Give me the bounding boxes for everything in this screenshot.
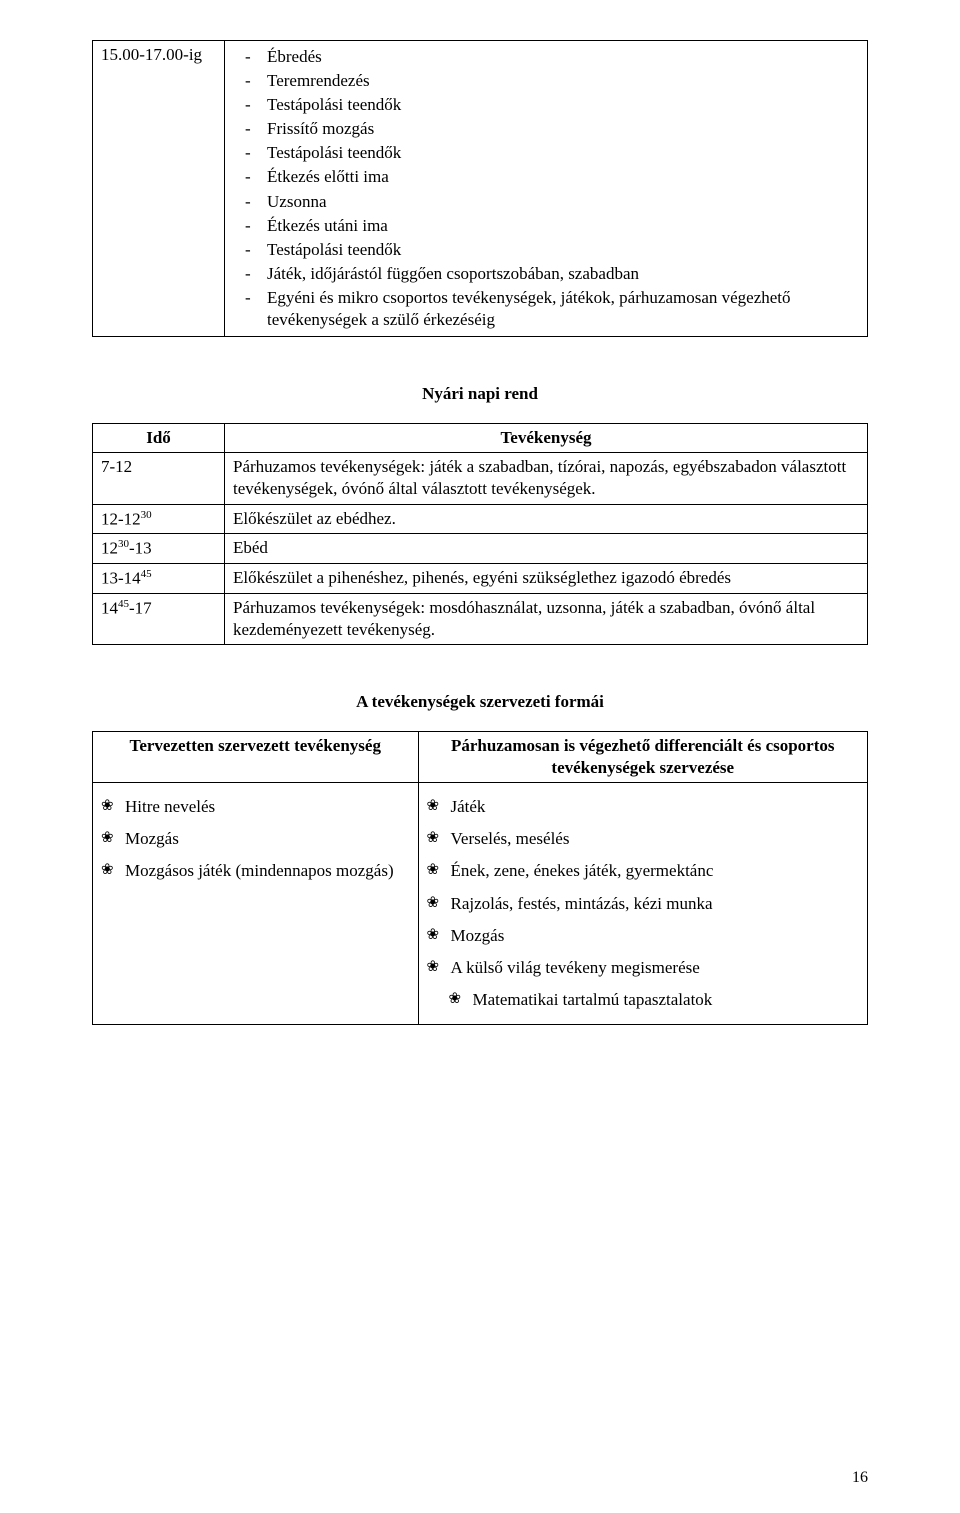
t2-text-cell: Párhuzamos tevékenységek: mosdóhasználat… (225, 593, 868, 644)
t3-head-left: Tervezetten szervezett tevékenység (93, 732, 419, 783)
t3-right-item: Játék (427, 796, 860, 818)
schedule-table-1: 15.00-17.00-ig ÉbredésTeremrendezésTestá… (92, 40, 868, 337)
t3-right-indent-item: Matematikai tartalmú tapasztalatok (427, 989, 860, 1011)
t1-list-item: Testápolási teendők (233, 142, 859, 164)
t2-head-time: Idő (93, 424, 225, 453)
t3-right-item: Rajzolás, festés, mintázás, kézi munka (427, 893, 860, 915)
t1-list-item: Játék, időjárástól függően csoportszobáb… (233, 263, 859, 285)
t2-head-activity: Tevékenység (225, 424, 868, 453)
t3-right-item: A külső világ tevékeny megismerése (427, 957, 860, 979)
t3-left-item: Mozgás (101, 828, 410, 850)
schedule-table-2: Idő Tevékenység 7-12Párhuzamos tevékenys… (92, 423, 868, 645)
t3-head-right: Párhuzamosan is végezhető differenciált … (418, 732, 868, 783)
t1-list-item: Teremrendezés (233, 70, 859, 92)
page-number: 16 (852, 1468, 868, 1489)
t1-time-cell: 15.00-17.00-ig (93, 41, 225, 337)
t3-left-item: Hitre nevelés (101, 796, 410, 818)
t2-text-cell: Párhuzamos tevékenységek: játék a szabad… (225, 453, 868, 504)
t1-list-item: Étkezés előtti ima (233, 166, 859, 188)
t3-right-list: Játék Verselés, mesélés Ének, zene, énekes… (427, 796, 860, 979)
t1-list-item: Uzsonna (233, 191, 859, 213)
t2-time-cell: 1445-17 (93, 593, 225, 644)
t3-left-list: Hitre nevelés Mozgás Mozgásos játék (minde… (101, 796, 410, 882)
t1-list-item: Testápolási teendők (233, 94, 859, 116)
t3-right-item: Verselés, mesélés (427, 828, 860, 850)
t1-list-item: Ébredés (233, 46, 859, 68)
t1-list-item: Testápolási teendők (233, 239, 859, 261)
t2-text-cell: Előkészület a pihenéshez, pihenés, egyén… (225, 564, 868, 594)
heading-szervezeti-formai: A tevékenységek szervezeti formái (92, 691, 868, 713)
activity-forms-table: Tervezetten szervezett tevékenység Párhu… (92, 731, 868, 1025)
t2-time-cell: 7-12 (93, 453, 225, 504)
t2-text-cell: Ebéd (225, 534, 868, 564)
t2-time-cell: 13-1445 (93, 564, 225, 594)
t1-list-item: Egyéni és mikro csoportos tevékenységek,… (233, 287, 859, 331)
t1-list-item: Étkezés utáni ima (233, 215, 859, 237)
t3-left-cell: Hitre nevelés Mozgás Mozgásos játék (minde… (93, 783, 419, 1025)
t1-items-cell: ÉbredésTeremrendezésTestápolási teendőkF… (225, 41, 868, 337)
t2-time-cell: 12-1230 (93, 504, 225, 534)
heading-nyari-napi-rend: Nyári napi rend (92, 383, 868, 405)
t2-time-cell: 1230-13 (93, 534, 225, 564)
t2-text-cell: Előkészület az ebédhez. (225, 504, 868, 534)
t1-list-item: Frissítő mozgás (233, 118, 859, 140)
t1-item-list: ÉbredésTeremrendezésTestápolási teendőkF… (233, 46, 859, 331)
t3-right-list-indent: Matematikai tartalmú tapasztalatok (427, 989, 860, 1011)
t3-left-item: Mozgásos játék (mindennapos mozgás) (101, 860, 410, 882)
t3-right-cell: Játék Verselés, mesélés Ének, zene, énekes… (418, 783, 868, 1025)
t3-right-item: Ének, zene, énekes játék, gyermektánc (427, 860, 860, 882)
t3-right-item: Mozgás (427, 925, 860, 947)
